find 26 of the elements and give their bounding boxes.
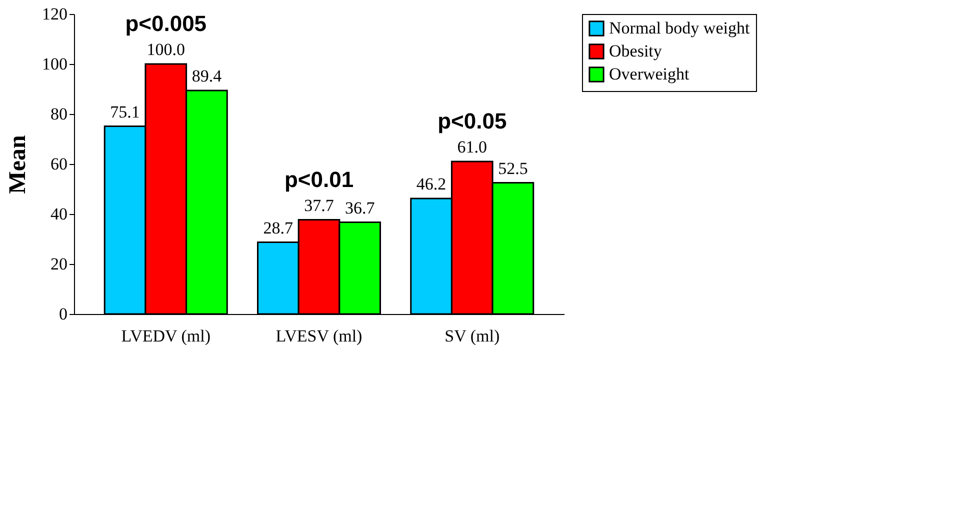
x-tick-label: LVESV (ml)	[276, 326, 362, 346]
legend-label: Normal body weight	[609, 18, 750, 38]
y-tick-label: 120	[42, 4, 68, 24]
data-label: 36.7	[344, 198, 376, 218]
data-label: 37.7	[304, 196, 334, 215]
data-label: 100.0	[146, 40, 185, 59]
x-tick-label: LVEDV (ml)	[121, 326, 210, 346]
legend-label: Obesity	[609, 42, 662, 60]
y-tick-label: 80	[50, 104, 68, 124]
data-label: 52.5	[498, 158, 528, 178]
data-label: 61.0	[457, 138, 487, 156]
legend-label: Overweight	[609, 64, 690, 84]
y-tick-label: 60	[50, 154, 68, 174]
annotation: p<0.005	[125, 11, 207, 36]
data-label: 46.2	[416, 174, 446, 194]
annotation: p<0.01	[284, 166, 354, 192]
y-tick-label: 40	[50, 204, 68, 224]
data-label: 89.4	[192, 66, 222, 86]
annotation: p<0.05	[438, 108, 507, 134]
y-tick-label: 100	[42, 54, 68, 74]
y-tick-label: 20	[50, 254, 68, 274]
y-axis-title: Mean	[5, 135, 31, 194]
x-tick-label: SV (ml)	[444, 326, 500, 346]
data-label: 28.7	[263, 218, 294, 238]
data-label: 75.1	[110, 102, 140, 122]
y-tick-label: 0	[59, 304, 68, 324]
